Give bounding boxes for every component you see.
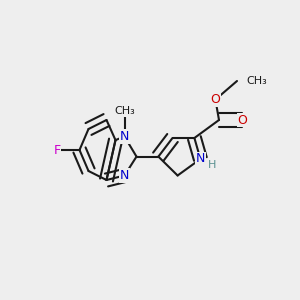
Text: O: O xyxy=(211,93,220,106)
Text: N: N xyxy=(196,152,205,166)
Text: N: N xyxy=(120,130,129,143)
Text: F: F xyxy=(53,143,61,157)
Text: N: N xyxy=(120,169,129,182)
Text: CH₃: CH₃ xyxy=(114,106,135,116)
Text: CH₃: CH₃ xyxy=(246,76,267,86)
Text: O: O xyxy=(238,113,247,127)
Text: H: H xyxy=(208,160,217,170)
